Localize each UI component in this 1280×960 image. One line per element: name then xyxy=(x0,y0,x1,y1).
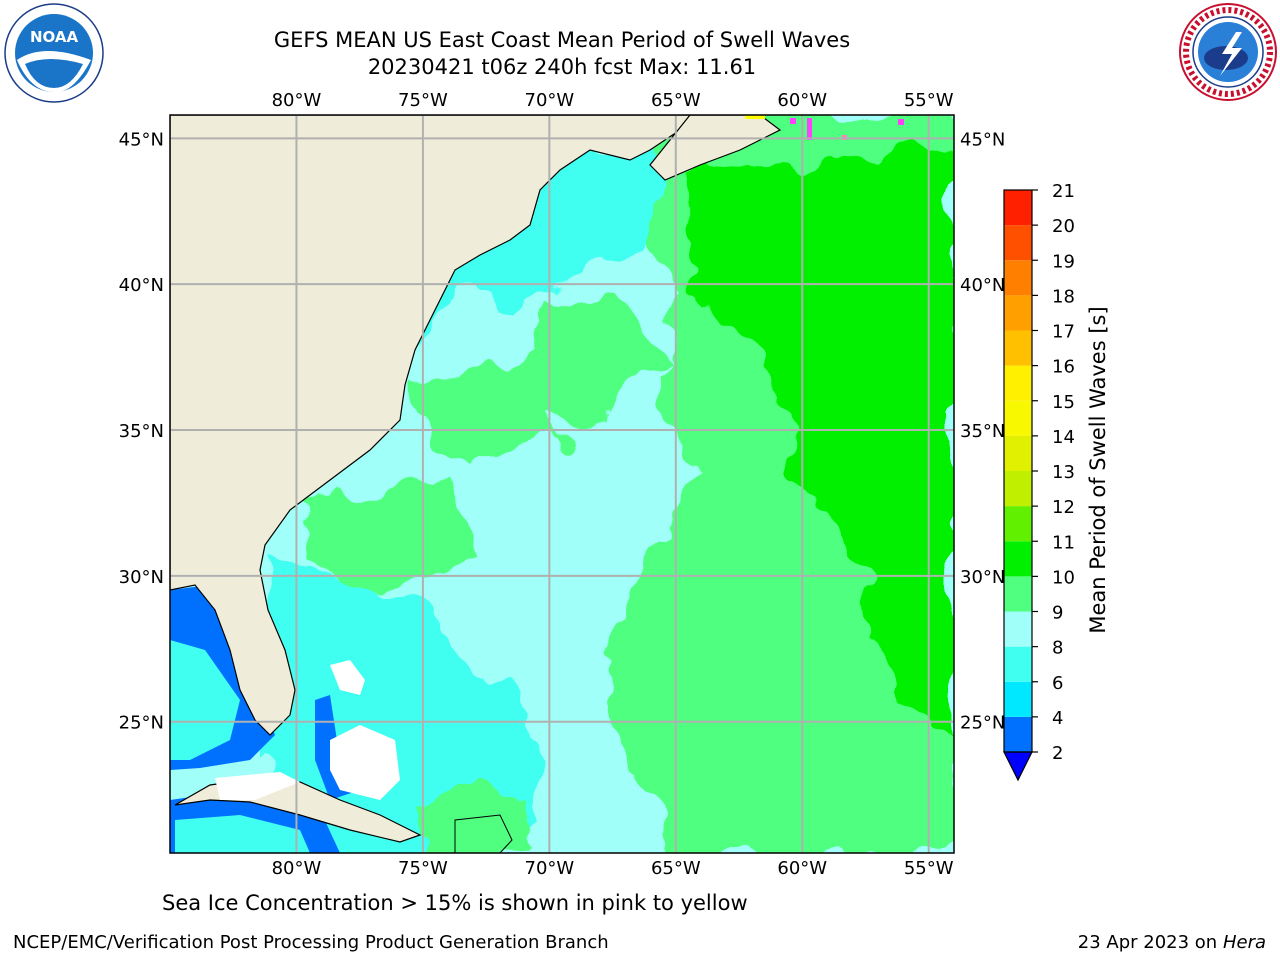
lat-labels-left: 25°N 30°N 35°N 40°N 45°N xyxy=(119,129,164,733)
colorbar-tick-label: 20 xyxy=(1052,216,1075,237)
lon-tick-label-top: 55°W xyxy=(904,90,954,111)
lat-tick-label-right: 45°N xyxy=(960,129,1005,150)
colorbar-tick-label: 16 xyxy=(1052,357,1075,378)
lon-labels-top: 80°W 75°W 70°W 65°W 60°W 55°W xyxy=(272,90,954,111)
sea-ice-caption: Sea Ice Concentration > 15% is shown in … xyxy=(162,891,748,915)
colorbar-tick-label: 8 xyxy=(1052,638,1063,659)
footer-date-text: 23 Apr 2023 on xyxy=(1077,932,1223,953)
colorbar-segment xyxy=(1004,435,1032,471)
chart-subtitle: 20230421 t06z 240h fcst Max: 11.61 xyxy=(367,55,757,79)
footer-date: 23 Apr 2023 on Hera xyxy=(1078,932,1266,953)
chart-title: GEFS MEAN US East Coast Mean Period of S… xyxy=(273,28,851,52)
colorbar-tick-label: 15 xyxy=(1052,392,1075,413)
lon-tick-label-bottom: 60°W xyxy=(777,858,827,879)
colorbar-segment xyxy=(1004,400,1032,436)
noaa-logo-text: NOAA xyxy=(30,28,79,46)
colorbar-tick-label: 19 xyxy=(1052,251,1075,272)
lat-tick-label-left: 40°N xyxy=(119,275,164,296)
lat-tick-label-right: 30°N xyxy=(960,567,1005,588)
colorbar-segment xyxy=(1004,260,1032,296)
colorbar-segment xyxy=(1004,506,1032,542)
colorbar-tick-label: 12 xyxy=(1052,497,1075,518)
colorbar-segment xyxy=(1004,716,1032,752)
lat-tick-label-right: 40°N xyxy=(960,275,1005,296)
lat-labels-right: 25°N 30°N 35°N 40°N 45°N xyxy=(960,129,1005,733)
lat-tick-label-left: 45°N xyxy=(119,129,164,150)
colorbar-segment xyxy=(1004,225,1032,261)
map-field xyxy=(170,115,954,853)
lon-labels-bottom: 80°W 75°W 70°W 65°W 60°W 55°W xyxy=(272,858,954,879)
colorbar-segment xyxy=(1004,646,1032,682)
colorbar-segment xyxy=(1004,295,1032,331)
lon-tick-label-top: 80°W xyxy=(272,90,322,111)
nws-logo-icon xyxy=(1179,3,1277,101)
colorbar-tick-label: 17 xyxy=(1052,322,1075,343)
colorbar-label: Mean Period of Swell Waves [s] xyxy=(1086,306,1110,633)
colorbar-tick-label: 18 xyxy=(1052,286,1075,307)
lat-tick-label-right: 35°N xyxy=(960,421,1005,442)
footer-credit: NCEP/EMC/Verification Post Processing Pr… xyxy=(13,932,609,953)
lon-tick-label-bottom: 70°W xyxy=(525,858,575,879)
lat-tick-label-right: 25°N xyxy=(960,713,1005,734)
lat-tick-label-left: 30°N xyxy=(119,567,164,588)
colorbar-segment xyxy=(1004,471,1032,507)
lon-tick-label-bottom: 55°W xyxy=(904,858,954,879)
colorbar-tick-label: 2 xyxy=(1052,743,1063,764)
colorbar-tick-label: 21 xyxy=(1052,181,1075,202)
footer-host: Hera xyxy=(1222,932,1266,953)
colorbar-tick-label: 4 xyxy=(1052,708,1063,729)
colorbar-segment xyxy=(1004,681,1032,717)
lat-tick-label-left: 25°N xyxy=(119,713,164,734)
lon-tick-label-bottom: 75°W xyxy=(398,858,448,879)
lon-tick-label-top: 75°W xyxy=(398,90,448,111)
lon-tick-label-top: 65°W xyxy=(651,90,701,111)
lon-tick-label-top: 60°W xyxy=(777,90,827,111)
colorbar-segment xyxy=(1004,611,1032,647)
colorbar-tick-label: 10 xyxy=(1052,567,1075,588)
colorbar-segment xyxy=(1004,365,1032,401)
colorbar-segment xyxy=(1004,190,1032,226)
lon-tick-label-top: 70°W xyxy=(525,90,575,111)
colorbar-tick-label: 14 xyxy=(1052,427,1075,448)
colorbar-tick-label: 13 xyxy=(1052,462,1075,483)
colorbar-extend-min xyxy=(1003,751,1033,782)
lon-tick-label-bottom: 65°W xyxy=(651,858,701,879)
lat-tick-label-left: 35°N xyxy=(119,421,164,442)
colorbar-tick-label: 11 xyxy=(1052,532,1075,553)
gridlines xyxy=(170,115,954,853)
colorbar-segment xyxy=(1004,541,1032,577)
colorbar-segment xyxy=(1004,330,1032,366)
lon-tick-label-bottom: 80°W xyxy=(272,858,322,879)
colorbar-tick-label: 6 xyxy=(1052,673,1063,694)
colorbar-tick-label: 9 xyxy=(1052,603,1063,624)
colorbar-segment xyxy=(1004,576,1032,612)
noaa-logo-icon: NOAA xyxy=(4,3,104,103)
colorbar: 2 4 6 8 9 10 11 12 13 14 15 16 17 18 19 20 21 xyxy=(1003,181,1075,782)
map-frame xyxy=(169,114,955,854)
